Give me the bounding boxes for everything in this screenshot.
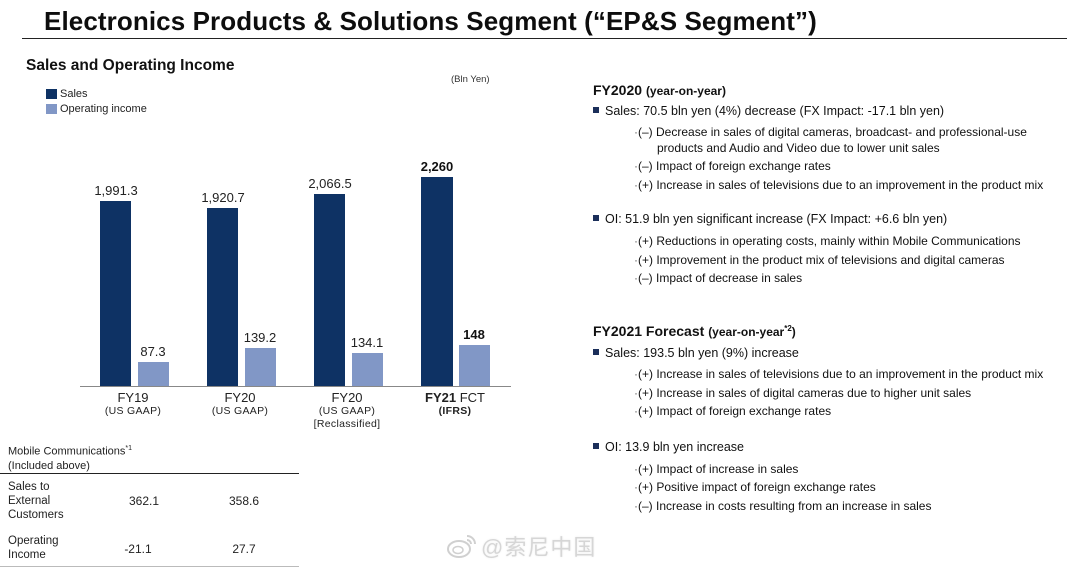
- table-cell-fy19-oi: -21.1: [124, 542, 152, 556]
- legend-item-sales: Sales: [46, 86, 147, 101]
- table-bottom-divider: [0, 566, 299, 567]
- fy2020-oi-item-1: ·(+) Reductions in operating costs, main…: [634, 234, 1021, 248]
- legend-item-operating-income: Operating income: [46, 101, 147, 116]
- fy2021-sales-item-1: ·(+) Increase in sales of televisions du…: [634, 367, 1044, 381]
- chart-title: Sales and Operating Income: [26, 57, 235, 74]
- page-title: Electronics Products & Solutions Segment…: [44, 6, 817, 36]
- operating-income-swatch-icon: [46, 103, 57, 114]
- sales-bar: [207, 208, 238, 386]
- sales-value-label: 1,991.3: [94, 183, 138, 198]
- fy2021-sales-item-2: ·(+) Increase in sales of digital camera…: [634, 386, 972, 400]
- fy2020-sales-item-1: ·(–) Decrease in sales of digital camera…: [634, 125, 1027, 155]
- oi-value-label: 139.2: [243, 330, 277, 345]
- table-cell-fy19-sales: 362.1: [128, 494, 160, 508]
- bar-group-fy19: 1,991.3 87.3: [94, 140, 190, 386]
- x-axis-line: [80, 386, 511, 387]
- operating-income-bar: [138, 362, 169, 386]
- mobile-communications-heading: Mobile Communications*1 (Included above): [8, 445, 133, 472]
- legend-label: Operating income: [60, 102, 147, 115]
- sales-bar: [314, 194, 345, 386]
- sales-swatch-icon: [46, 88, 57, 99]
- square-bullet-icon: [593, 107, 599, 113]
- fy2020-heading: FY2020 (year-on-year): [593, 82, 726, 98]
- fy2020-oi-bullet: OI: 51.9 bln yen significant increase (F…: [593, 212, 947, 226]
- oi-value-label: 87.3: [140, 344, 166, 359]
- bar-group-fy20-reclassified: 2,066.5 134.1: [308, 140, 404, 386]
- fy2020-oi-item-3: ·(–) Impact of decrease in sales: [634, 271, 803, 285]
- fy2021-oi-item-2: ·(+) Positive impact of foreign exchange…: [634, 480, 876, 494]
- weibo-logo-icon: [447, 535, 476, 558]
- chart-legend: Sales Operating income: [46, 86, 147, 116]
- sales-value-label: 2,260: [420, 159, 454, 174]
- table-cell-fy20-sales: 358.6: [228, 494, 260, 508]
- fy2021-heading: FY2021 Forecast (year-on-year*2): [593, 323, 796, 339]
- table-row-label-operating-income: Operating Income: [8, 535, 59, 561]
- operating-income-bar: [245, 348, 276, 386]
- legend-label: Sales: [60, 87, 88, 100]
- table-cell-fy20-oi: 27.7: [232, 542, 256, 556]
- table-divider: [0, 473, 299, 474]
- category-label-fy19: FY19 (US GAAP): [104, 390, 162, 417]
- table-row-label-sales: Sales to External Customers: [8, 481, 64, 521]
- units-label: (Bln Yen): [451, 74, 490, 85]
- oi-value-label: 148: [463, 327, 485, 342]
- watermark: @索尼中国: [447, 530, 596, 562]
- bar-group-fy21-forecast: 2,260 148: [421, 140, 511, 386]
- square-bullet-icon: [593, 215, 599, 221]
- sales-value-label: 1,920.7: [201, 190, 245, 205]
- fy2021-sales-item-3: ·(+) Impact of foreign exchange rates: [634, 404, 832, 418]
- operating-income-bar: [352, 353, 383, 386]
- fy2021-sales-bullet: Sales: 193.5 bln yen (9%) increase: [593, 346, 799, 360]
- oi-value-label: 134.1: [350, 335, 384, 350]
- sales-bar: [100, 201, 131, 386]
- square-bullet-icon: [593, 349, 599, 355]
- fy2021-oi-item-1: ·(+) Impact of increase in sales: [634, 462, 799, 476]
- sales-value-label: 2,066.5: [308, 176, 352, 191]
- fy2020-sales-item-3: ·(+) Increase in sales of televisions du…: [634, 178, 1044, 192]
- bar-chart: 1,991.3 87.3 1,920.7 139.2 2,066.5 134.1…: [80, 140, 511, 387]
- fy2020-oi-item-2: ·(+) Improvement in the product mix of t…: [634, 253, 1005, 267]
- category-label-fy20-reclassified: FY20 (US GAAP) [Reclassified]: [313, 390, 381, 430]
- category-label-fy20: FY20 (US GAAP): [211, 390, 269, 417]
- sales-bar: [421, 177, 453, 386]
- title-divider: [22, 38, 1067, 39]
- operating-income-bar: [459, 345, 490, 386]
- square-bullet-icon: [593, 443, 599, 449]
- fy2021-oi-item-3: ·(–) Increase in costs resulting from an…: [634, 499, 932, 513]
- fy2020-sales-bullet: Sales: 70.5 bln yen (4%) decrease (FX Im…: [593, 104, 944, 118]
- category-label-fy21-forecast: FY21 FCT (IFRS): [425, 390, 485, 417]
- fy2020-sales-item-2: ·(–) Impact of foreign exchange rates: [634, 159, 831, 173]
- bar-group-fy20: 1,920.7 139.2: [201, 140, 297, 386]
- fy2021-oi-bullet: OI: 13.9 bln yen increase: [593, 440, 744, 454]
